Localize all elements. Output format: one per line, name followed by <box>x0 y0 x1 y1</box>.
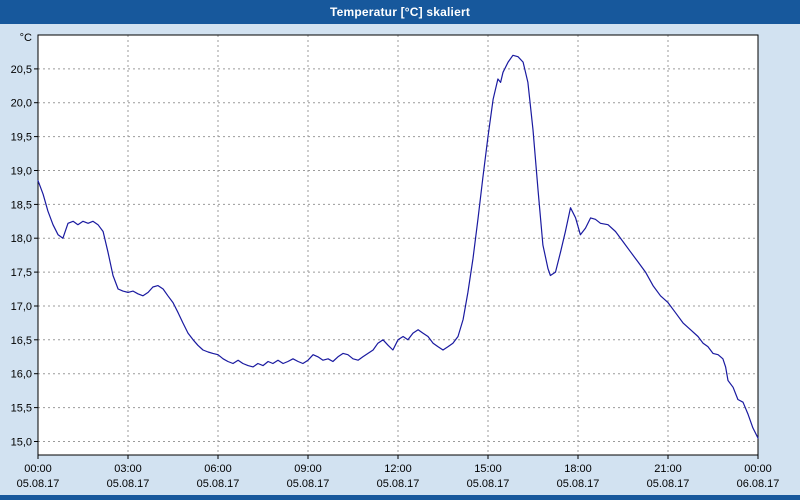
plot-border <box>37 34 759 456</box>
chart-title: Temperatur [°C] skaliert <box>329 5 471 19</box>
x-tick-time-label: 00:00 <box>744 463 772 475</box>
x-tick-time-label: 18:00 <box>564 463 592 475</box>
y-tick-label: 19,0 <box>11 166 32 178</box>
x-tick-date-label: 05.08.17 <box>17 478 60 490</box>
x-tick-date-label: 05.08.17 <box>647 478 690 490</box>
y-tick-label: 15,5 <box>11 403 32 415</box>
x-tick-date-label: 05.08.17 <box>557 478 600 490</box>
x-tick-date-label: 06.08.17 <box>737 478 780 490</box>
temperature-line-chart: 15,0 15,5 16,0 16,5 17,0 17,5 18,0 18,5 19,0 19,5… <box>11 32 780 490</box>
x-tick-date-label: 05.08.17 <box>107 478 150 490</box>
y-tick-label: 16,5 <box>11 335 32 347</box>
x-tick-time-label: 09:00 <box>294 463 322 475</box>
x-tick-time-label: 00:00 <box>24 463 52 475</box>
y-tick-label: 18,5 <box>11 199 32 211</box>
x-tick-time-label: 03:00 <box>114 463 142 475</box>
window-titlebar: Temperatur [°C] skaliert <box>0 0 800 24</box>
chart-area: 15,0 15,5 16,0 16,5 17,0 17,5 18,0 18,5 19,0 19,5… <box>0 24 800 495</box>
x-tick-time-label: 15:00 <box>474 463 502 475</box>
y-axis-unit-label: °C <box>20 32 32 44</box>
y-tick-label: 20,0 <box>11 98 32 110</box>
y-tick-label: 17,5 <box>11 267 32 279</box>
x-tick-time-label: 12:00 <box>384 463 412 475</box>
y-tick-label: 15,0 <box>11 437 32 449</box>
x-tick-time-label: 06:00 <box>204 463 232 475</box>
x-tick-date-label: 05.08.17 <box>377 478 420 490</box>
y-tick-label: 18,0 <box>11 233 32 245</box>
y-tick-label: 19,5 <box>11 132 32 144</box>
y-tick-label: 16,0 <box>11 369 32 381</box>
x-tick-date-label: 05.08.17 <box>467 478 510 490</box>
bottom-border-bar <box>0 495 800 500</box>
temperature-series-line <box>37 54 759 439</box>
x-tick-date-label: 05.08.17 <box>287 478 330 490</box>
x-tick-time-label: 21:00 <box>654 463 682 475</box>
y-tick-label: 17,0 <box>11 301 32 313</box>
y-tick-label: 20,5 <box>11 64 32 76</box>
x-tick-date-label: 05.08.17 <box>197 478 240 490</box>
